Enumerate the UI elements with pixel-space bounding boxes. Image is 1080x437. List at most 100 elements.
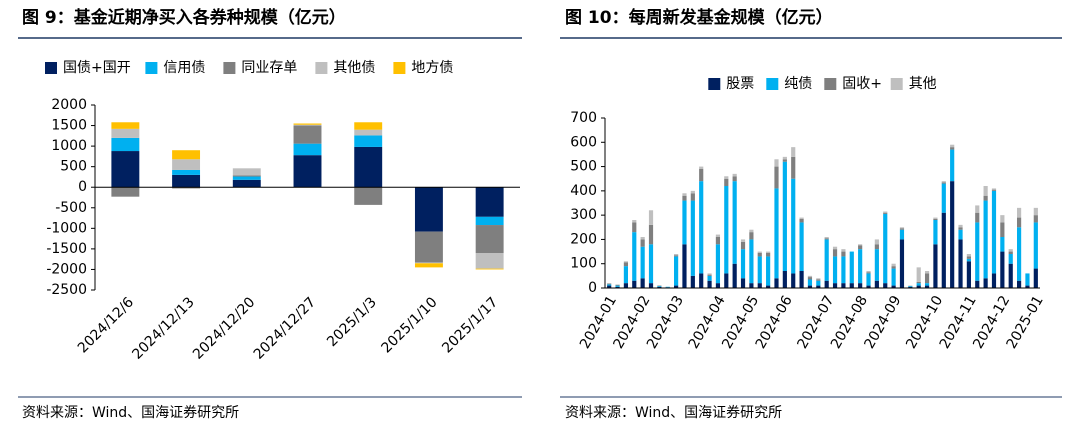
bar-segment [883, 212, 887, 213]
bar-segment [691, 201, 695, 276]
bar-segment [783, 159, 787, 161]
bar-segment [950, 150, 954, 182]
source: 资料来源：Wind、国海证券研究所 [565, 405, 782, 421]
bar-segment [758, 252, 762, 253]
bar-segment [917, 267, 921, 282]
bar-segment [984, 201, 988, 279]
bar-segment [294, 126, 322, 144]
bar-segment [984, 196, 988, 201]
bar-segment [172, 159, 200, 170]
bar-segment [716, 235, 720, 237]
bar-segment [1017, 281, 1021, 288]
bar-segment [866, 273, 870, 285]
bar-segment [950, 181, 954, 288]
y-tick-label: 1500 [51, 118, 87, 134]
bar-segment [799, 222, 803, 271]
bar-segment [233, 180, 261, 187]
bar-segment [741, 239, 745, 241]
bar-segment [875, 239, 879, 244]
bar-segment [841, 249, 845, 251]
bar-segment [674, 254, 678, 255]
bar-segment [833, 283, 837, 288]
bar-segment [682, 196, 686, 201]
bar-segment [476, 225, 504, 253]
bar-segment [799, 219, 803, 223]
bar-segment [641, 247, 645, 279]
bar-segment [967, 254, 971, 256]
source: 资料来源：Wind、国海证券研究所 [22, 405, 239, 421]
legend-swatch [766, 78, 778, 90]
bar-segment [632, 281, 636, 288]
y-tick-label: 1000 [51, 138, 87, 154]
x-tick-label: 2024/12/13 [129, 294, 197, 362]
bar-segment [1009, 249, 1013, 251]
bar-segment [858, 249, 862, 283]
bar-segment [233, 177, 261, 180]
bar-segment [691, 276, 695, 288]
legend-swatch [824, 78, 836, 90]
bar-segment [716, 237, 720, 244]
legend-label: 国债+国开 [63, 60, 131, 76]
y-tick-label: -2000 [46, 261, 87, 277]
bar-segment [816, 278, 820, 279]
bar-segment [716, 244, 720, 283]
y-tick-label: 700 [570, 110, 597, 126]
legend-swatch [393, 62, 405, 74]
bar-segment [724, 273, 728, 288]
bar-segment [942, 181, 946, 182]
bar-segment [111, 122, 139, 129]
bar-segment [791, 179, 795, 274]
y-tick-label: 300 [570, 207, 597, 223]
bar-segment [841, 283, 845, 288]
bar-segment [615, 286, 619, 287]
y-tick-label: 0 [588, 280, 597, 296]
legend-label: 其他债 [333, 60, 375, 76]
bar-segment [774, 159, 778, 166]
y-tick-label: 2000 [51, 97, 87, 113]
y-tick-label: 200 [570, 231, 597, 247]
bar-segment [649, 210, 653, 225]
bar-segment [766, 252, 770, 253]
y-tick-label: -500 [55, 200, 87, 216]
bar-segment [766, 256, 770, 285]
bar-segment [967, 256, 971, 258]
bar-segment [984, 186, 988, 196]
bar-segment [766, 253, 770, 257]
bar-segment [825, 237, 829, 238]
bar-segment [900, 239, 904, 288]
bar-segment [1017, 218, 1021, 228]
bar-segment [624, 263, 628, 267]
bar-segment [908, 286, 912, 287]
bar-segment [992, 191, 996, 274]
legend-swatch [223, 62, 235, 74]
bar-segment [233, 168, 261, 175]
chart-title: 图 9：基金近期净买入各券种规模（亿元） [22, 7, 346, 28]
bar-segment [942, 213, 946, 288]
bar-segment [172, 175, 200, 187]
bar-segment [791, 157, 795, 179]
bar-segment [875, 249, 879, 281]
bar-segment [624, 266, 628, 283]
bar-segment [958, 230, 962, 240]
bar-segment [354, 147, 382, 187]
bar-segment [415, 262, 443, 263]
bar-segment [1000, 237, 1004, 252]
bar-segment [883, 283, 887, 288]
legend-swatch [708, 78, 720, 90]
bar-segment [1034, 222, 1038, 268]
bar-segment [172, 170, 200, 175]
bar-segment [354, 130, 382, 136]
bar-segment [925, 273, 929, 283]
bar-segment [967, 259, 971, 261]
bar-segment [294, 155, 322, 187]
bar-segment [682, 201, 686, 245]
bar-segment [699, 169, 703, 181]
bar-segment [749, 283, 753, 288]
bar-segment [1000, 252, 1004, 288]
bar-segment [476, 253, 504, 269]
x-tick-label: 2025/1/3 [324, 294, 380, 350]
bar-segment [1000, 215, 1004, 222]
legend-swatch [315, 62, 327, 74]
bar-segment [917, 282, 921, 283]
bar-segment [825, 238, 829, 239]
